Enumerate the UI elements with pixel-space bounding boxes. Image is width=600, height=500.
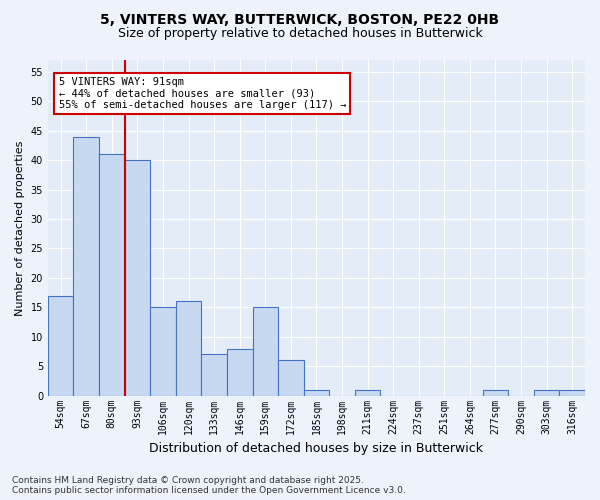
Bar xyxy=(202,354,227,396)
Text: Size of property relative to detached houses in Butterwick: Size of property relative to detached ho… xyxy=(118,28,482,40)
Bar xyxy=(227,348,253,396)
Bar xyxy=(482,390,508,396)
Bar xyxy=(125,160,150,396)
Bar xyxy=(99,154,125,396)
Bar xyxy=(278,360,304,396)
Bar xyxy=(150,308,176,396)
Bar xyxy=(48,296,73,396)
X-axis label: Distribution of detached houses by size in Butterwick: Distribution of detached houses by size … xyxy=(149,442,484,455)
Text: Contains HM Land Registry data © Crown copyright and database right 2025.
Contai: Contains HM Land Registry data © Crown c… xyxy=(12,476,406,495)
Bar xyxy=(304,390,329,396)
Bar xyxy=(253,308,278,396)
Bar xyxy=(355,390,380,396)
Bar xyxy=(176,302,202,396)
Bar xyxy=(73,136,99,396)
Y-axis label: Number of detached properties: Number of detached properties xyxy=(15,140,25,316)
Bar xyxy=(534,390,559,396)
Bar xyxy=(559,390,585,396)
Text: 5, VINTERS WAY, BUTTERWICK, BOSTON, PE22 0HB: 5, VINTERS WAY, BUTTERWICK, BOSTON, PE22… xyxy=(100,12,500,26)
Text: 5 VINTERS WAY: 91sqm
← 44% of detached houses are smaller (93)
55% of semi-detac: 5 VINTERS WAY: 91sqm ← 44% of detached h… xyxy=(59,77,346,110)
